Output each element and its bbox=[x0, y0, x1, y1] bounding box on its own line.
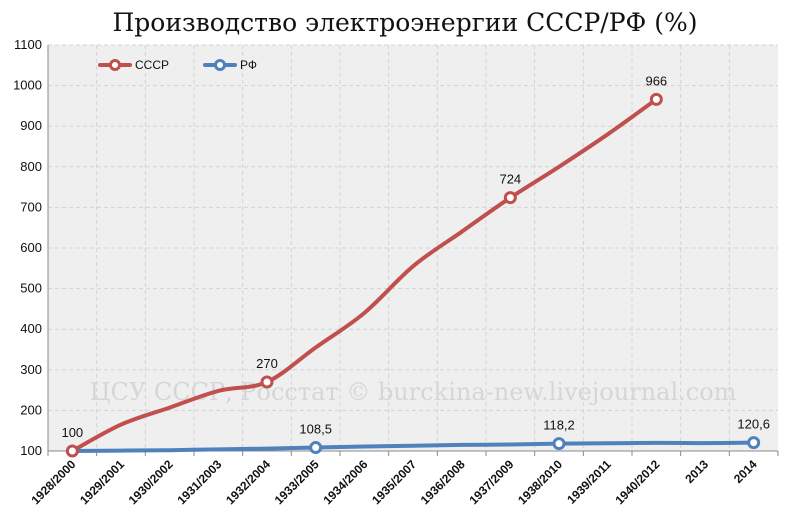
x-tick-label: 1937/2009 bbox=[466, 457, 516, 507]
x-tick-label: 1930/2002 bbox=[126, 457, 176, 507]
y-tick-label: 500 bbox=[20, 281, 42, 296]
data-label-ussr: 724 bbox=[499, 172, 521, 187]
x-tick-label: 1938/2010 bbox=[515, 457, 565, 507]
data-point-ussr bbox=[649, 92, 663, 106]
legend-marker-rf bbox=[214, 59, 226, 71]
y-tick-label: 600 bbox=[20, 240, 42, 255]
data-point-ussr bbox=[503, 191, 517, 205]
y-tick-label: 300 bbox=[20, 362, 42, 377]
x-tick-label: 1933/2005 bbox=[272, 457, 322, 507]
y-tick-label: 900 bbox=[20, 118, 42, 133]
x-tick-label: 1931/2003 bbox=[174, 457, 224, 507]
data-label-rf: 108,5 bbox=[299, 422, 332, 437]
x-tick-label: 1939/2011 bbox=[564, 457, 614, 507]
data-point-ussr bbox=[65, 444, 79, 458]
x-tick-label: 2014 bbox=[731, 457, 760, 486]
x-tick-label: 1929/2001 bbox=[77, 457, 127, 507]
x-tick-label: 1935/2007 bbox=[369, 457, 419, 507]
data-point-rf bbox=[747, 436, 761, 450]
data-label-ussr: 966 bbox=[645, 73, 667, 88]
y-tick-label: 700 bbox=[20, 199, 42, 214]
legend-label-rf: РФ bbox=[240, 58, 257, 72]
data-label-rf: 118,2 bbox=[543, 418, 575, 433]
data-point-rf bbox=[552, 437, 566, 451]
chart-title: Производство электроэнергии СССР/РФ (%) bbox=[112, 8, 697, 37]
series-line-ussr bbox=[70, 97, 659, 453]
legend-label-ussr: СССР bbox=[135, 58, 169, 72]
x-tick-label: 1936/2008 bbox=[418, 457, 468, 507]
x-tick-label: 1934/2006 bbox=[320, 457, 370, 507]
series-line-rf bbox=[70, 440, 756, 453]
x-tick-label: 2013 bbox=[682, 457, 711, 486]
y-tick-label: 200 bbox=[20, 402, 42, 417]
x-tick-label: 1928/2000 bbox=[28, 457, 78, 507]
data-point-rf bbox=[309, 441, 323, 455]
data-label-rf: 120,6 bbox=[737, 417, 770, 432]
data-point-ussr bbox=[260, 375, 274, 389]
y-tick-label: 400 bbox=[20, 321, 42, 336]
y-tick-label: 1100 bbox=[14, 37, 42, 52]
data-label-ussr: 270 bbox=[256, 356, 278, 371]
y-tick-label: 100 bbox=[20, 443, 42, 458]
x-tick-label: 1932/2004 bbox=[223, 457, 273, 507]
watermark: ЦСУ СССР, Росстат © burckina-new.livejou… bbox=[90, 378, 737, 406]
data-label-ussr: 100 bbox=[61, 425, 83, 440]
y-tick-label: 800 bbox=[20, 159, 42, 174]
x-tick-label: 1940/2012 bbox=[612, 457, 662, 507]
legend-marker-ussr bbox=[109, 59, 121, 71]
y-tick-label: 1000 bbox=[13, 78, 42, 93]
